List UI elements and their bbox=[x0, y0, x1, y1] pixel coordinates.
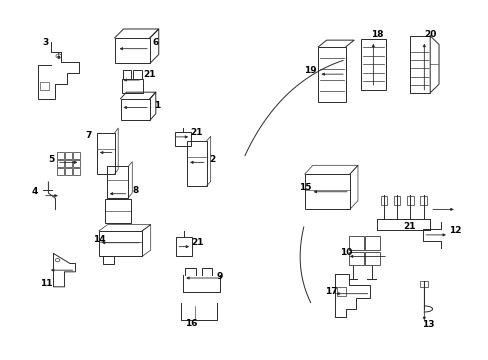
Bar bbox=[122, 70, 130, 79]
Bar bbox=[57, 160, 64, 167]
Bar bbox=[121, 79, 143, 93]
Text: 17: 17 bbox=[324, 287, 337, 296]
Text: 13: 13 bbox=[421, 320, 434, 329]
Text: 10: 10 bbox=[339, 248, 351, 257]
Bar bbox=[65, 160, 72, 167]
Text: 5: 5 bbox=[48, 155, 54, 164]
Bar bbox=[365, 236, 380, 250]
Bar bbox=[360, 39, 386, 90]
Text: 2: 2 bbox=[209, 155, 215, 164]
Bar bbox=[304, 174, 349, 210]
Text: 14: 14 bbox=[92, 235, 105, 244]
Bar bbox=[106, 166, 128, 198]
Bar bbox=[419, 282, 427, 287]
Text: 15: 15 bbox=[299, 183, 311, 192]
Text: 21: 21 bbox=[190, 129, 203, 138]
Bar bbox=[380, 197, 386, 205]
Bar bbox=[65, 152, 72, 159]
Text: 16: 16 bbox=[184, 319, 197, 328]
Bar bbox=[348, 236, 363, 250]
Bar bbox=[99, 231, 142, 256]
Text: 20: 20 bbox=[423, 31, 435, 40]
Text: 11: 11 bbox=[40, 279, 52, 288]
Text: 19: 19 bbox=[304, 66, 316, 75]
Text: 18: 18 bbox=[370, 31, 383, 40]
Bar bbox=[420, 197, 426, 205]
Text: 8: 8 bbox=[132, 186, 138, 195]
Bar bbox=[175, 132, 191, 146]
Bar bbox=[97, 133, 114, 174]
Bar bbox=[103, 256, 114, 264]
Bar bbox=[348, 252, 363, 265]
Text: 9: 9 bbox=[216, 271, 222, 280]
Text: 7: 7 bbox=[85, 131, 91, 140]
Bar bbox=[114, 38, 150, 63]
Bar bbox=[318, 47, 345, 102]
Text: 6: 6 bbox=[152, 38, 159, 47]
Bar bbox=[336, 287, 345, 296]
Polygon shape bbox=[429, 36, 438, 93]
Bar bbox=[176, 237, 192, 256]
Bar bbox=[407, 197, 413, 205]
Text: 4: 4 bbox=[31, 187, 38, 196]
Bar bbox=[40, 82, 48, 90]
Bar bbox=[73, 168, 80, 175]
Bar bbox=[57, 152, 64, 159]
Text: 21: 21 bbox=[143, 70, 156, 79]
Bar bbox=[393, 197, 400, 205]
Text: 3: 3 bbox=[42, 38, 48, 47]
Bar bbox=[73, 160, 80, 167]
Bar bbox=[120, 99, 150, 120]
Text: 1: 1 bbox=[153, 101, 160, 110]
Text: 21: 21 bbox=[191, 238, 204, 247]
Text: 21: 21 bbox=[403, 221, 415, 230]
Bar bbox=[365, 252, 380, 265]
Bar bbox=[409, 36, 429, 93]
Bar bbox=[133, 70, 141, 79]
Bar bbox=[57, 168, 64, 175]
Bar bbox=[187, 141, 206, 186]
Text: 12: 12 bbox=[448, 226, 461, 235]
Bar bbox=[65, 168, 72, 175]
Bar bbox=[104, 199, 130, 223]
Bar bbox=[73, 152, 80, 159]
